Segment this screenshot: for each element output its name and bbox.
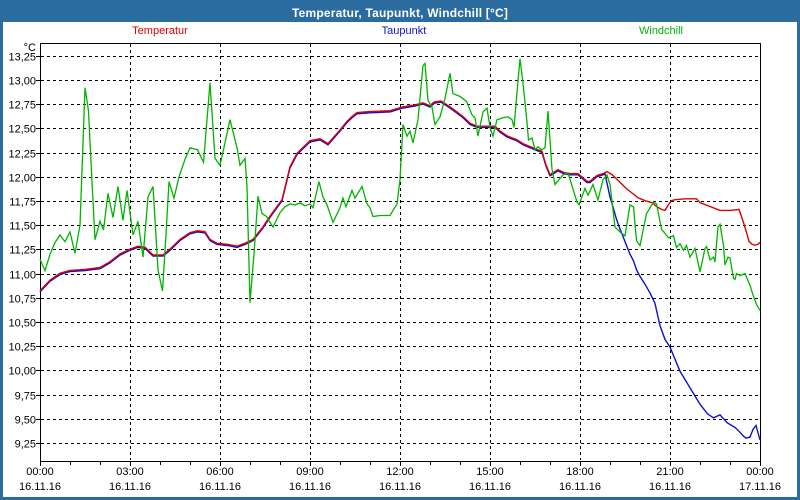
y-tick-label: 10,75 bbox=[8, 294, 36, 306]
x-tick-time-label: 03:00 bbox=[116, 466, 144, 478]
x-tick-date-label: 16.11.16 bbox=[199, 481, 241, 493]
x-tick-time-label: 06:00 bbox=[206, 466, 234, 478]
window-titlebar[interactable]: Temperatur, Taupunkt, Windchill [°C] bbox=[3, 3, 797, 22]
y-tick-label: 10,25 bbox=[8, 342, 36, 354]
y-tick-label: 11,00 bbox=[9, 270, 36, 282]
y-tick-label: 13,25 bbox=[8, 52, 36, 64]
x-tick-date-label: 17.11.16 bbox=[739, 481, 781, 493]
x-tick-time-label: 09:00 bbox=[296, 466, 324, 478]
x-tick-date-label: 16.11.16 bbox=[289, 481, 331, 493]
y-tick-label: 12,50 bbox=[8, 124, 36, 136]
series-windchill-line bbox=[39, 58, 761, 311]
x-tick-date-label: 16.11.16 bbox=[379, 481, 421, 493]
x-tick-time-label: 15:00 bbox=[476, 466, 504, 478]
x-tick-date-label: 16.11.16 bbox=[469, 481, 511, 493]
series-temperatur-line bbox=[39, 100, 761, 292]
x-tick-time-label: 12:00 bbox=[386, 466, 414, 478]
x-tick-date-label: 16.11.16 bbox=[559, 481, 601, 493]
x-tick-time-label: 21:00 bbox=[656, 466, 684, 478]
legend-windchill: Windchill bbox=[638, 25, 684, 37]
y-tick-label: 10,50 bbox=[8, 318, 36, 330]
y-tick-label: 11,75 bbox=[9, 197, 36, 209]
y-axis-unit: °C bbox=[24, 42, 36, 54]
legend-taupunkt: Taupunkt bbox=[381, 25, 427, 37]
x-tick-date-label: 16.11.16 bbox=[19, 481, 61, 493]
chart-body: 13,25 13,00 12,75 12,50 12,25 12,00 11,75 11,50… bbox=[3, 22, 797, 497]
x-tick-time-label: 18:00 bbox=[566, 466, 594, 478]
x-tick-date-label: 16.11.16 bbox=[109, 481, 151, 493]
y-tick-label: 13,00 bbox=[8, 76, 36, 88]
y-tick-label: 11,25 bbox=[9, 245, 36, 257]
y-tick-label: 9,75 bbox=[15, 391, 36, 403]
x-tick-time-label: 00:00 bbox=[26, 466, 54, 478]
x-tick-time-label: 00:00 bbox=[746, 466, 774, 478]
x-tick-date-label: 16.11.16 bbox=[649, 481, 691, 493]
legend-temperatur: Temperatur bbox=[132, 25, 188, 37]
y-tick-label: 9,50 bbox=[15, 415, 36, 427]
y-tick-label: 11,50 bbox=[9, 221, 36, 233]
y-tick-label: 12,75 bbox=[8, 100, 36, 112]
window-title: Temperatur, Taupunkt, Windchill [°C] bbox=[291, 5, 509, 20]
y-tick-label: 9,25 bbox=[15, 439, 36, 451]
y-tick-label: 12,25 bbox=[8, 149, 36, 161]
y-tick-label: 12,00 bbox=[8, 173, 36, 185]
y-tick-label: 10,00 bbox=[8, 366, 36, 378]
